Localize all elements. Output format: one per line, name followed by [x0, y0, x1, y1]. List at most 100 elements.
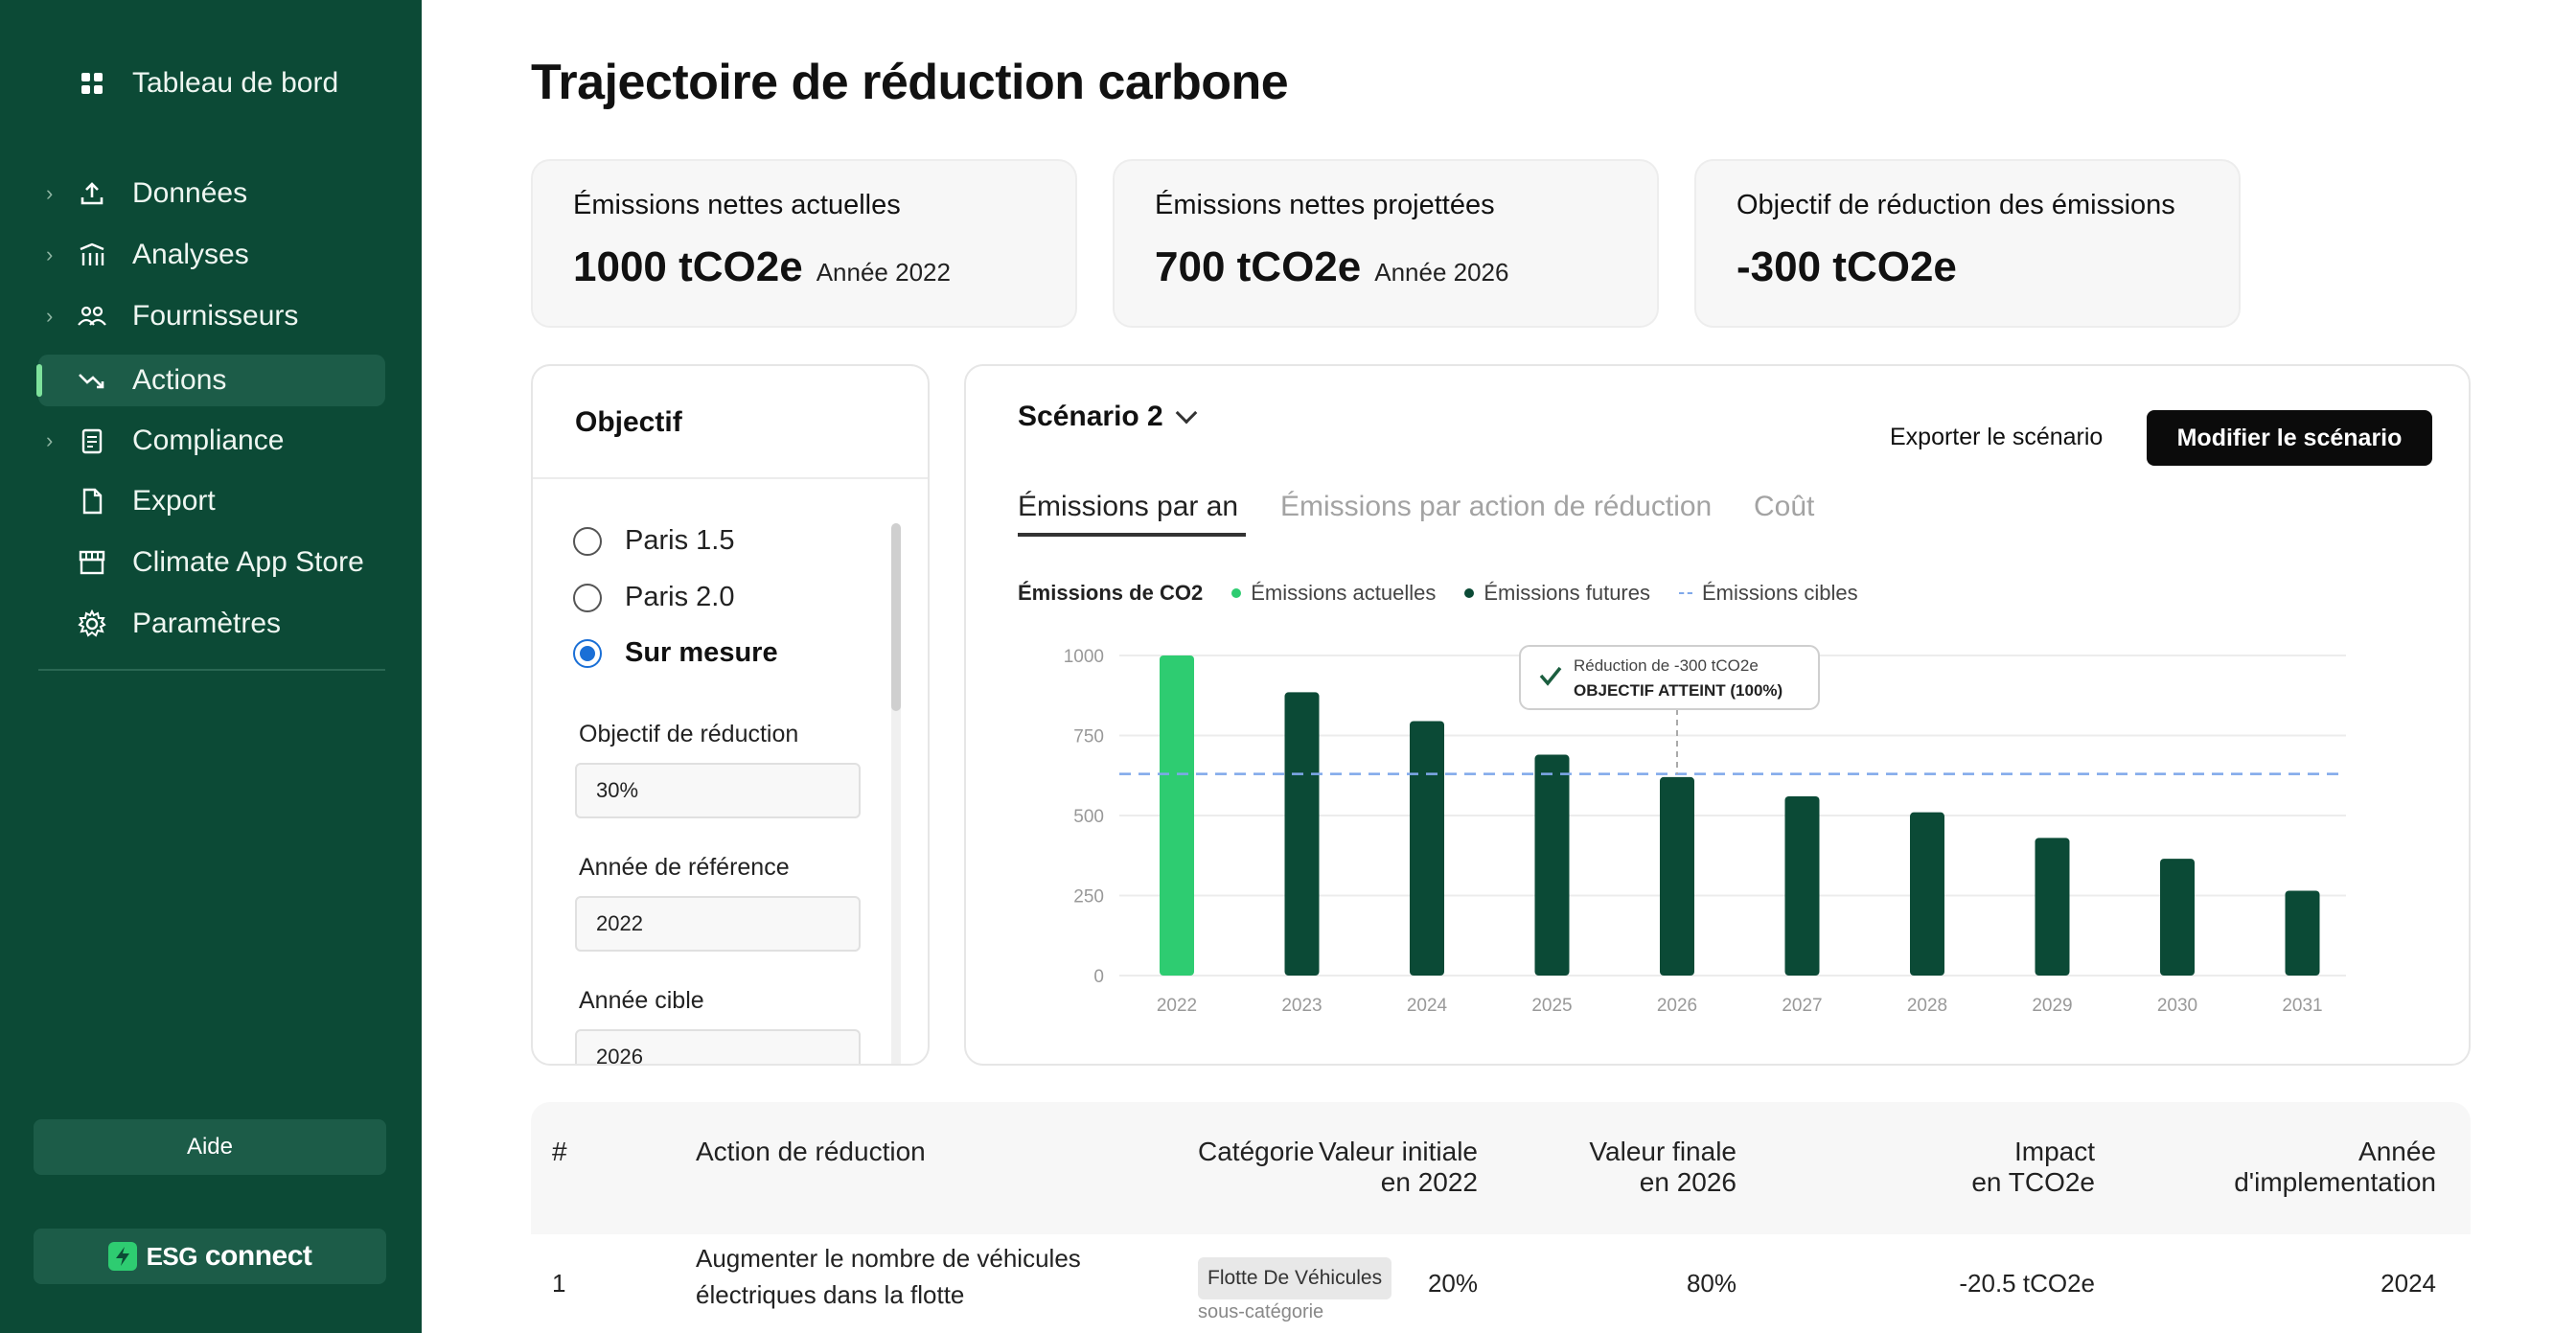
reference-year-input[interactable]: 2022 [575, 896, 861, 952]
x-tick-label: 2024 [1407, 996, 1448, 1016]
kpi-current-emissions: Émissions nettes actuelles 1000 tCO2e Ann… [531, 159, 1077, 328]
th-initial: Valeur initiale en 2022 [1318, 1137, 1478, 1197]
legend-dash [1679, 592, 1692, 594]
radio-label: Paris 2.0 [625, 582, 735, 612]
analytics-icon [77, 240, 107, 270]
radio-circle[interactable] [573, 526, 602, 556]
y-tick-label: 750 [1073, 727, 1104, 747]
field-label: Année de référence [579, 854, 790, 881]
nav-fournisseurs[interactable]: › Fournisseurs [38, 290, 385, 342]
y-tick-label: 0 [1093, 967, 1104, 987]
chevron-right-icon: › [46, 242, 54, 266]
bar-future [1910, 812, 1944, 976]
nav-parametres[interactable]: Paramètres [38, 598, 385, 650]
tab-emissions-par-an[interactable]: Émissions par an [1018, 491, 1239, 522]
nav-label: Données [132, 177, 248, 209]
radio-paris-15[interactable]: Paris 1.5 [573, 525, 734, 557]
store-icon [77, 547, 107, 578]
tooltip-box [1519, 645, 1820, 710]
th-impact: Impact en TCO2e [1971, 1137, 2095, 1197]
grid-icon [77, 68, 107, 99]
bar-future [2035, 838, 2070, 976]
x-tick-label: 2030 [2157, 996, 2197, 1016]
nav-climate-app-store[interactable]: Climate App Store [38, 537, 385, 588]
kpi-title: Émissions nettes projettées [1155, 190, 1495, 220]
nav-donnees[interactable]: › Données [38, 168, 385, 219]
y-tick-label: 500 [1073, 807, 1104, 827]
upload-icon [77, 178, 107, 209]
nav-label: Paramètres [132, 608, 282, 639]
chevron-right-icon: › [46, 181, 54, 205]
x-tick-label: 2026 [1657, 996, 1697, 1016]
emissions-chart: 0 250 500 750 1000 2022 2023 2024 2025 2026 2027 20… [1064, 645, 2346, 1016]
brand-name: ESG connect [146, 1240, 312, 1272]
th-final: Valeur finale en 2026 [1589, 1137, 1736, 1197]
th-category: Catégorie [1198, 1137, 1315, 1166]
x-tick-label: 2025 [1531, 996, 1572, 1016]
x-tick-label: 2031 [2282, 996, 2322, 1016]
chevron-right-icon: › [46, 304, 54, 328]
objectif-header: Objectif [533, 366, 928, 479]
scenario-panel: Scénario 2 Exporter le scénario Modifier… [964, 364, 2471, 1066]
export-scenario-button[interactable]: Exporter le scénario [1890, 424, 2104, 450]
x-tick-label: 2023 [1281, 996, 1322, 1016]
bar-future [1410, 721, 1444, 976]
radio-circle[interactable] [573, 638, 602, 668]
modify-scenario-button[interactable]: Modifier le scénario [2147, 410, 2432, 466]
nav-analyses[interactable]: › Analyses [38, 229, 385, 281]
kpi-year: Année 2026 [1374, 258, 1509, 287]
gear-icon [77, 609, 107, 639]
subcategory-label: sous-catégorie [1198, 1301, 1324, 1322]
tab-underline [1018, 533, 1246, 537]
y-tick-label: 250 [1073, 887, 1104, 908]
bar-future [1784, 795, 1820, 976]
legend-dot [1464, 588, 1475, 598]
target-year-input[interactable]: 2026 [575, 1029, 861, 1064]
kpi-title: Émissions nettes actuelles [573, 190, 901, 220]
sidebar: Tableau de bord › Données › Analyses › F… [0, 0, 422, 1333]
th-year: Année d'implementation [2234, 1137, 2436, 1197]
x-tick-label: 2029 [2032, 996, 2072, 1016]
scenario-select[interactable]: Scénario 2 [1018, 401, 1198, 433]
kpi-year: Année 2022 [816, 258, 951, 287]
legend-item-current: Émissions actuelles [1231, 581, 1436, 606]
nav-export[interactable]: Export [38, 475, 385, 527]
brand-logo: ESG connect [34, 1229, 386, 1284]
scenario-select-label: Scénario 2 [1018, 401, 1163, 432]
help-button[interactable]: Aide [34, 1119, 386, 1175]
cell-year: 2024 [2380, 1269, 2436, 1298]
chevron-right-icon: › [46, 428, 54, 452]
legend-item-future: Émissions futures [1464, 581, 1650, 606]
radio-sur-mesure[interactable]: Sur mesure [573, 637, 778, 669]
kpi-value: -300 tCO2e [1736, 243, 1957, 290]
legend-dot [1231, 588, 1242, 598]
lightning-icon [107, 1242, 137, 1271]
cell-initial: 20% [1427, 1269, 1478, 1298]
radio-paris-20[interactable]: Paris 2.0 [573, 582, 734, 613]
tab-emissions-par-action[interactable]: Émissions par action de réduction [1280, 491, 1713, 522]
nav-dashboard[interactable]: Tableau de bord [38, 57, 385, 109]
bar-future [1534, 754, 1570, 976]
sidebar-divider [38, 669, 385, 671]
cell-num: 1 [552, 1269, 566, 1298]
bar-future [1660, 776, 1694, 976]
bar-future [1284, 692, 1320, 976]
scrollbar-track[interactable] [891, 523, 901, 1064]
th-action: Action de réduction [696, 1137, 926, 1166]
nav-label: Actions [132, 364, 227, 396]
nav-compliance[interactable]: › Compliance [38, 415, 385, 467]
reduction-target-input[interactable]: 30% [575, 763, 861, 818]
table-row[interactable]: 1 Augmenter le nombre de véhicules électr… [531, 1234, 2471, 1333]
radio-label: Sur mesure [625, 637, 778, 668]
kpi-value: 700 tCO2e Année 2026 [1155, 243, 1509, 290]
nav-actions[interactable]: Actions [38, 355, 385, 406]
kpi-projected-emissions: Émissions nettes projettées 700 tCO2e Ann… [1113, 159, 1659, 328]
scrollbar-thumb[interactable] [891, 523, 901, 711]
nav-label: Fournisseurs [132, 300, 299, 332]
x-tick-label: 2028 [1907, 996, 1947, 1016]
y-tick-label: 1000 [1064, 647, 1104, 667]
radio-circle[interactable] [573, 583, 602, 612]
active-indicator [36, 364, 42, 397]
chart-legend: Émissions de CO2 Émissions actuelles Émi… [1018, 581, 1887, 606]
tab-cout[interactable]: Coût [1754, 491, 1815, 522]
